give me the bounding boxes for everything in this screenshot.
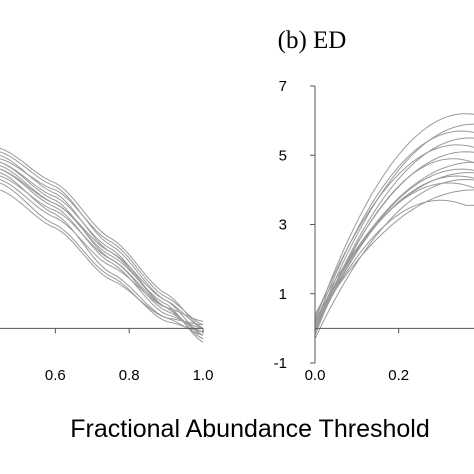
panel-a-x-ticks: 0.6 0.8 1.0: [45, 328, 213, 384]
panel-a-series-line: [0, 168, 204, 329]
panel-b-series-line: [314, 130, 474, 326]
panel-b-series-line: [314, 161, 474, 322]
panel-a-series-line: [0, 168, 204, 329]
panel-b-series-line: [314, 189, 474, 322]
panel-b-x-tick-label: 0.2: [388, 367, 409, 384]
panel-b-series-line: [314, 182, 474, 326]
panel-b-x-tick-label: 0.0: [305, 367, 326, 384]
panel-b-curves: [314, 113, 474, 340]
panel-a-curves: [0, 147, 204, 343]
panel-b: (b) ED -1 1 3 5 7 0.0 0.2: [274, 27, 474, 384]
panel-b-series-line: [314, 178, 474, 340]
panel-a-series-line: [0, 161, 204, 336]
panel-a-series-line: [0, 158, 204, 326]
panel-b-y-tick-label: 5: [279, 147, 287, 164]
panel-a-x-tick-label: 0.8: [119, 367, 140, 384]
panel-a-x-tick-label: 0.6: [45, 367, 66, 384]
panel-b-y-ticks: -1 1 3 5 7: [274, 78, 315, 372]
panel-a-series-line: [0, 182, 204, 333]
panel-b-series-line: [314, 144, 474, 319]
panel-a-series-line: [0, 151, 204, 336]
panel-a-x-tick-label: 1.0: [193, 367, 214, 384]
panel-b-series-line: [314, 168, 474, 333]
panel-b-y-tick-label: -1: [274, 355, 287, 372]
panel-a-series-line: [0, 147, 204, 329]
panel-b-x-ticks: 0.0 0.2: [305, 328, 409, 384]
panel-b-series-line: [314, 175, 474, 329]
panel-a-series-line: [0, 161, 204, 333]
panel-b-y-tick-label: 3: [279, 217, 287, 234]
panel-a-series-line: [0, 179, 204, 322]
panel-b-y-tick-label: 7: [279, 78, 287, 95]
panel-b-series-line: [314, 158, 474, 336]
panel-b-series-line: [314, 123, 474, 329]
panel-a-series-line: [0, 189, 204, 326]
panel-b-series-line: [314, 199, 474, 329]
x-axis-title: Fractional Abundance Threshold: [70, 415, 430, 443]
panel-a: 0.6 0.8 1.0: [0, 147, 213, 384]
panel-a-series-line: [0, 172, 204, 336]
panel-b-y-tick-label: 1: [279, 286, 287, 303]
panel-a-series-line: [0, 165, 204, 343]
panel-b-series-line: [314, 137, 474, 332]
panel-b-title: (b) ED: [278, 27, 347, 54]
panel-b-series-line: [314, 113, 474, 322]
